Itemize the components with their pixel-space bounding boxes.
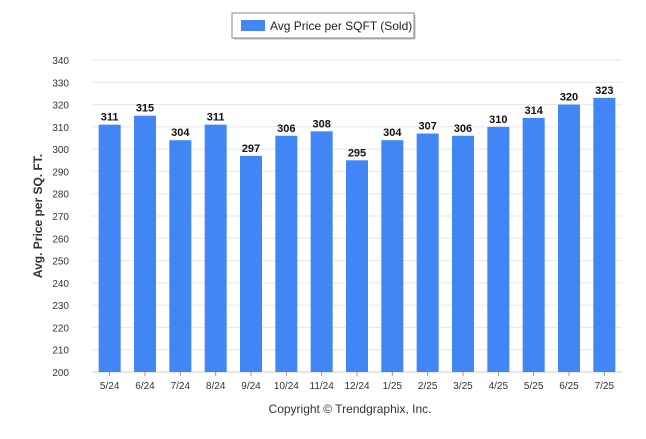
y-tick-label: 340 bbox=[52, 56, 69, 67]
bar bbox=[240, 155, 262, 372]
bar bbox=[134, 115, 156, 372]
legend-swatch bbox=[241, 20, 265, 31]
bar bbox=[452, 135, 474, 372]
bars bbox=[98, 97, 616, 373]
data-label: 311 bbox=[207, 112, 225, 124]
y-tick-label: 280 bbox=[52, 190, 69, 201]
x-tick-label: 1/25 bbox=[383, 381, 403, 392]
bar bbox=[558, 104, 580, 373]
x-tick-label: 5/25 bbox=[524, 381, 544, 392]
data-label: 308 bbox=[312, 118, 330, 130]
y-tick-label: 320 bbox=[52, 101, 69, 112]
y-tick-label: 230 bbox=[52, 301, 69, 312]
y-tick-label: 220 bbox=[52, 323, 69, 334]
y-tick-label: 200 bbox=[52, 368, 69, 379]
data-label: 314 bbox=[524, 105, 543, 117]
data-label: 320 bbox=[560, 92, 578, 104]
x-tick-label: 10/24 bbox=[274, 381, 299, 392]
bar bbox=[169, 140, 192, 372]
x-tick-label: 11/24 bbox=[310, 381, 335, 392]
x-tick-label: 5/24 bbox=[100, 381, 120, 392]
y-tick-label: 210 bbox=[52, 346, 69, 357]
data-label: 297 bbox=[242, 143, 260, 155]
x-tick-label: 7/25 bbox=[595, 381, 615, 392]
data-label: 304 bbox=[171, 127, 190, 139]
y-tick-label: 250 bbox=[52, 257, 69, 268]
legend: Avg Price per SQFT (Sold) bbox=[231, 12, 416, 40]
bar bbox=[98, 124, 121, 372]
data-label: 306 bbox=[454, 123, 472, 135]
y-tick-label: 300 bbox=[52, 145, 69, 156]
data-label: 311 bbox=[101, 112, 119, 124]
bar bbox=[310, 131, 333, 372]
y-tick-label: 290 bbox=[52, 167, 69, 178]
data-label: 315 bbox=[136, 103, 154, 115]
bar bbox=[381, 140, 404, 372]
bar bbox=[487, 126, 510, 372]
copyright-footer: Copyright © Trendgraphix, Inc. bbox=[269, 402, 432, 416]
y-tick-label: 270 bbox=[52, 212, 69, 223]
x-tick-label: 6/25 bbox=[559, 381, 579, 392]
bar bbox=[416, 133, 439, 372]
data-labels: 311 315 304 311 297 306 308 295 304 307 306 310 314 3… bbox=[101, 85, 614, 159]
data-label: 307 bbox=[418, 121, 436, 133]
bar bbox=[593, 97, 616, 372]
bar bbox=[204, 124, 227, 372]
y-tick-label: 260 bbox=[52, 234, 69, 245]
y-axis-title: Avg. Price per SQ. FT. bbox=[31, 154, 45, 278]
y-tick-label: 240 bbox=[52, 279, 69, 290]
data-label: 310 bbox=[489, 114, 507, 126]
bar bbox=[275, 135, 298, 372]
x-tick-label: 6/24 bbox=[135, 381, 155, 392]
x-tick-label: 3/25 bbox=[453, 381, 473, 392]
x-tick-label: 12/24 bbox=[344, 381, 369, 392]
x-tick-label: 2/25 bbox=[418, 381, 438, 392]
data-label: 295 bbox=[348, 147, 366, 159]
y-tick-label: 310 bbox=[52, 123, 69, 134]
x-tick-label: 4/25 bbox=[489, 381, 509, 392]
legend-label: Avg Price per SQFT (Sold) bbox=[270, 19, 412, 33]
data-label: 306 bbox=[277, 123, 295, 135]
x-tick-label: 9/24 bbox=[241, 381, 261, 392]
y-axis-ticks: 200 210 220 230 240 250 260 270 280 290 300 310 320 3… bbox=[52, 56, 69, 379]
bar bbox=[346, 160, 368, 372]
x-axis-ticks: 5/24 6/24 7/24 8/24 9/24 10/24 11/24 12/24 1/25 2… bbox=[100, 372, 615, 392]
x-tick-label: 7/24 bbox=[171, 381, 191, 392]
data-label: 304 bbox=[383, 127, 402, 139]
data-label: 323 bbox=[595, 85, 613, 97]
bar bbox=[522, 117, 545, 372]
y-tick-label: 330 bbox=[52, 78, 69, 89]
x-tick-label: 8/24 bbox=[206, 381, 226, 392]
